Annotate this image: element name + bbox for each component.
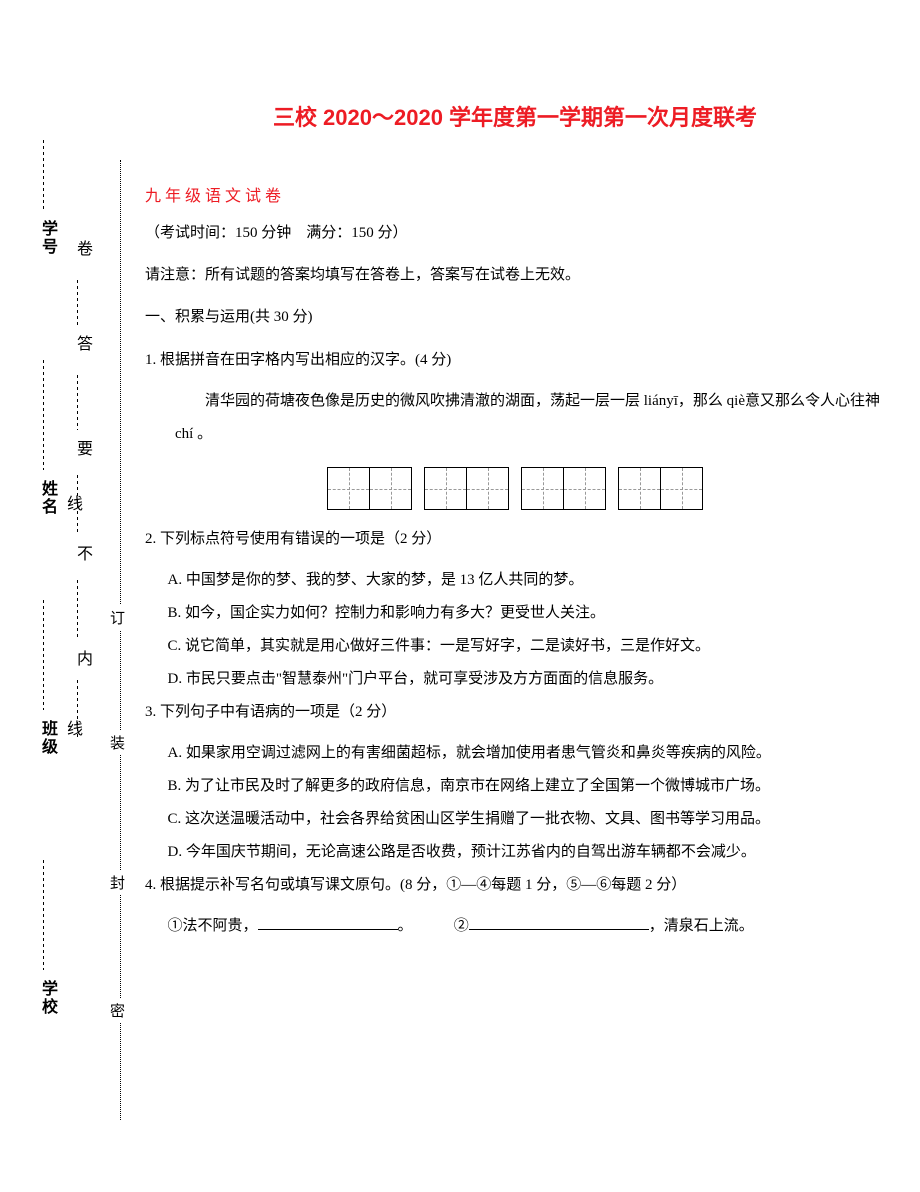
q4-1c: ，清泉石上流。 [649,918,754,934]
margin-label-xuexiao: 学校 [35,980,59,1016]
q4-1a: ①法不阿贵， [168,918,258,934]
notice: 请注意：所有试题的答案均填写在答卷上，答案写在试卷上无效。 [145,260,885,290]
tianzige-grid [145,467,885,515]
q4-1b: ② [454,918,469,934]
question-3: 3. 下列句子中有语病的一项是（2 分） [145,696,885,729]
sep-char: 内 [70,650,94,668]
exam-info: （考试时间：150 分钟 满分：150 分） [145,218,885,248]
margin-line [43,140,44,210]
dotted-separator [120,160,121,1120]
q2-option-d: D. 市民只要点击"智慧泰州"门户平台，就可享受涉及方方面面的信息服务。 [145,663,885,696]
page-title: 三校 2020～2020 学年度第一学期第一次月度联考 [145,100,885,132]
margin-line [77,375,78,430]
q3-option-c: C. 这次送温暖活动中，社会各界给贫困山区学生捐赠了一批衣物、文具、图书等学习用… [145,803,885,836]
q3-option-a: A. 如果家用空调过滤网上的有害细菌超标，就会增加使用者患气管炎和鼻炎等疾病的风… [145,737,885,770]
margin-label-banji: 班级 [35,720,59,756]
margin-label-xuehao: 学号 [35,220,59,256]
question-1: 1. 根据拼音在田字格内写出相应的汉字。(4 分) [145,344,885,377]
margin-line [77,475,78,535]
q1-body-text: 清华园的荷塘夜色像是历史的微风吹拂清澈的湖面，荡起一层一层 liányī，那么 … [175,385,885,451]
margin-line [43,360,44,470]
sep-char: 卷 [70,240,94,258]
question-2: 2. 下列标点符号使用有错误的一项是（2 分） [145,523,885,556]
question-4: 4. 根据提示补写名句或填写课文原句。(8 分，①—④每题 1 分，⑤—⑥每题 … [145,869,885,902]
margin-line [77,680,78,740]
q3-option-d: D. 今年国庆节期间，无论高速公路是否收费，预计江苏省内的自驾出游车辆都不会减少… [145,836,885,869]
q2-option-c: C. 说它简单，其实就是用心做好三件事：一是写好字，二是读好书，三是作好文。 [145,630,885,663]
sep-char-mi: 密 [110,998,125,1023]
blank [258,915,398,930]
sep-char: 不 [70,545,94,563]
q2-option-b: B. 如今，国企实力如何？控制力和影响力有多大？更受世人关注。 [145,597,885,630]
margin-line [77,580,78,640]
blank [469,915,649,930]
sep-char: 线 [60,495,84,513]
sep-char-ding: 订 [110,605,125,630]
margin-line [77,280,78,325]
q2-option-a: A. 中国梦是你的梦、我的梦、大家的梦，是 13 亿人共同的梦。 [145,564,885,597]
question-1-body: 清华园的荷塘夜色像是历史的微风吹拂清澈的湖面，荡起一层一层 liányī，那么 … [145,385,885,451]
section-header: 一、积累与运用(共 30 分) [145,302,885,332]
content-area: 三校 2020～2020 学年度第一学期第一次月度联考 九年级语文试卷 （考试时… [145,100,885,943]
sep-char-zhuang: 装 [110,730,125,755]
sep-char: 答 [70,335,94,353]
q4-line1: ①法不阿贵，。 ②，清泉石上流。 [145,910,885,943]
margin-line [43,860,44,970]
margin-line [43,600,44,710]
q3-option-b: B. 为了让市民及时了解更多的政府信息，南京市在网络上建立了全国第一个微博城市广… [145,770,885,803]
sep-char: 线 [60,720,84,738]
sep-char-feng: 封 [110,870,125,895]
subtitle: 九年级语文试卷 [145,182,885,206]
sep-char: 要 [70,440,94,458]
margin-column: 学号 姓名 班级 学校 卷 答 要 不 内 线 线 [15,160,105,1110]
margin-label-xingming: 姓名 [35,480,59,516]
